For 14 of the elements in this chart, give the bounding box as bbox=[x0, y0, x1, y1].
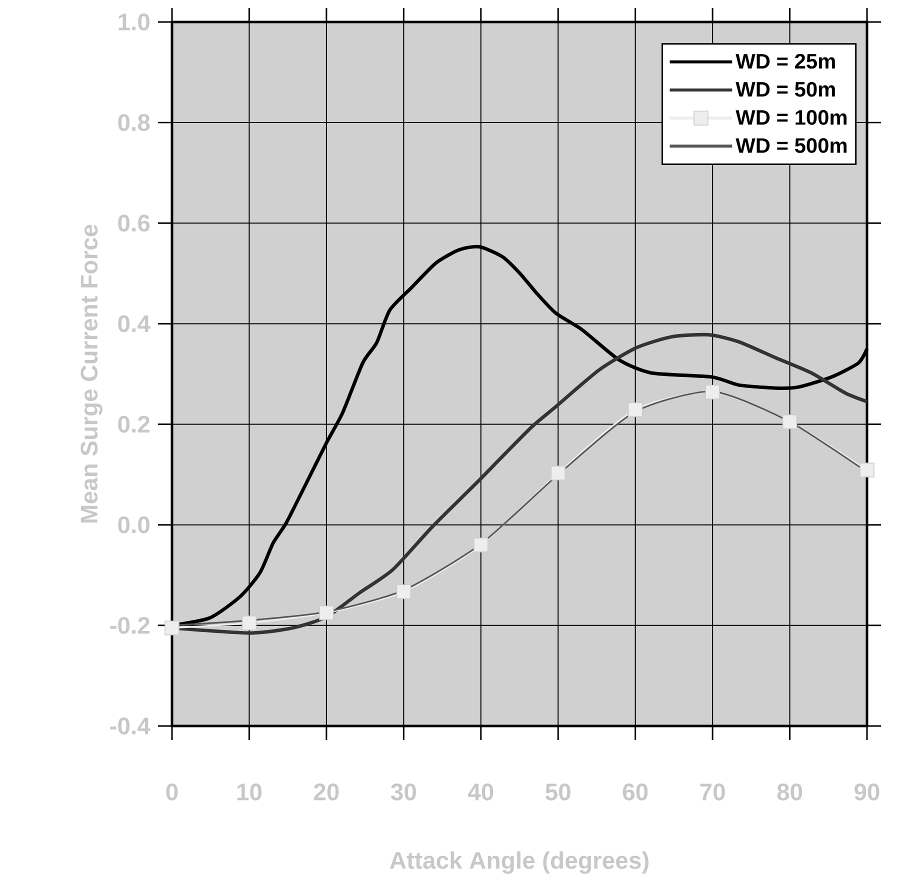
point bbox=[628, 402, 643, 418]
legend-label: WD = 50m bbox=[736, 82, 835, 97]
point bbox=[474, 538, 488, 552]
point bbox=[550, 466, 566, 480]
point bbox=[396, 584, 412, 600]
legend-label: WD = 25m bbox=[736, 54, 835, 69]
point bbox=[705, 384, 720, 400]
point bbox=[782, 414, 798, 430]
point bbox=[319, 605, 334, 620]
legend-label: WD = 500m bbox=[736, 138, 847, 153]
point bbox=[242, 616, 257, 630]
point bbox=[164, 620, 180, 636]
legend-label: WD = 100m bbox=[736, 110, 847, 125]
point bbox=[860, 462, 874, 478]
